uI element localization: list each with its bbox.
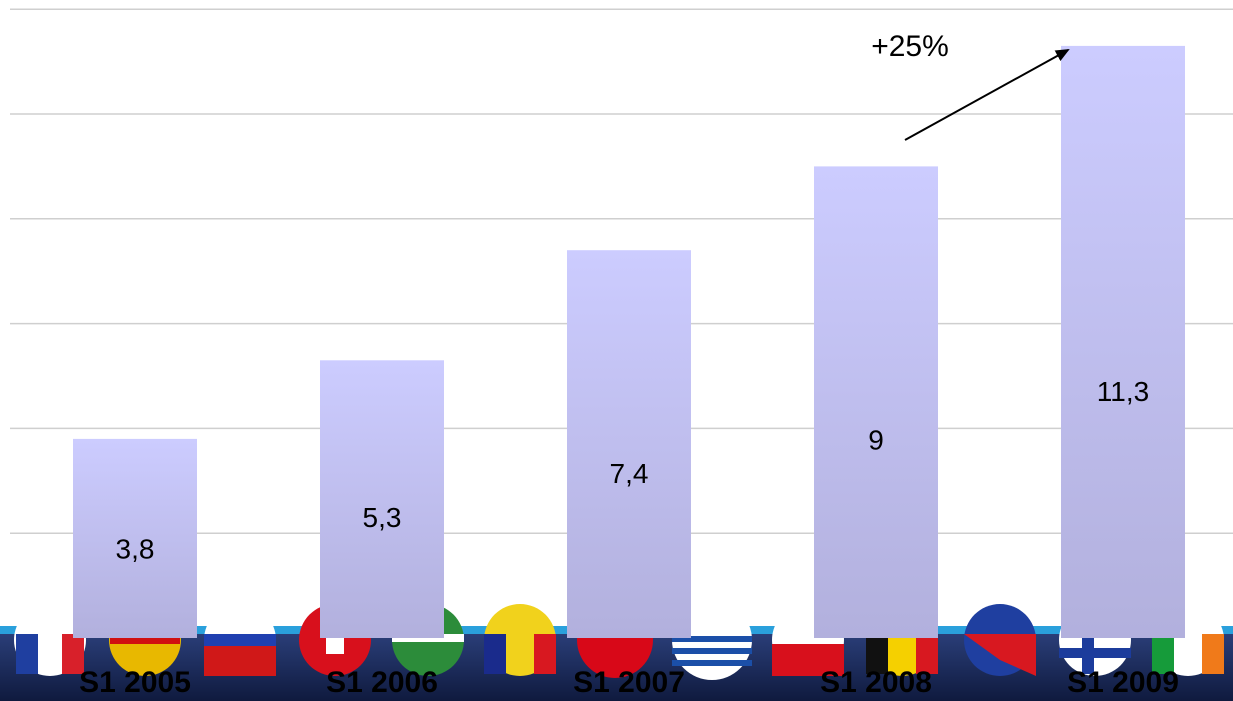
category-label: S1 2008 (820, 666, 932, 699)
category-labels: S1 2005 S1 2006 S1 2007 S1 2008 S1 2009 (79, 666, 1179, 699)
growth-arrow (904, 49, 1070, 141)
bar (1061, 45, 1185, 638)
bar-value-label: 5,3 (363, 502, 402, 533)
bars (73, 45, 1185, 638)
bar-value-label: 9 (868, 424, 884, 455)
bar-value-labels: 3,8 5,3 7,4 9 11,3 (116, 376, 1150, 564)
category-label: S1 2009 (1067, 666, 1179, 699)
category-label: S1 2005 (79, 666, 191, 699)
growth-annotation: +25% (871, 30, 1070, 141)
flag-icon (484, 604, 556, 676)
bar (567, 250, 691, 638)
bar (814, 166, 938, 638)
bar-value-label: 3,8 (116, 533, 155, 564)
growth-label: +25% (871, 30, 949, 63)
category-label: S1 2006 (326, 666, 438, 699)
bar (320, 360, 444, 638)
category-label: S1 2007 (573, 666, 685, 699)
flag-icon (672, 600, 752, 680)
flag-icon (14, 604, 86, 676)
flag-icon (204, 604, 276, 676)
bar-value-label: 7,4 (610, 458, 649, 489)
flag-icon (964, 604, 1036, 676)
bar-value-label: 11,3 (1097, 376, 1149, 407)
bar (73, 438, 197, 638)
